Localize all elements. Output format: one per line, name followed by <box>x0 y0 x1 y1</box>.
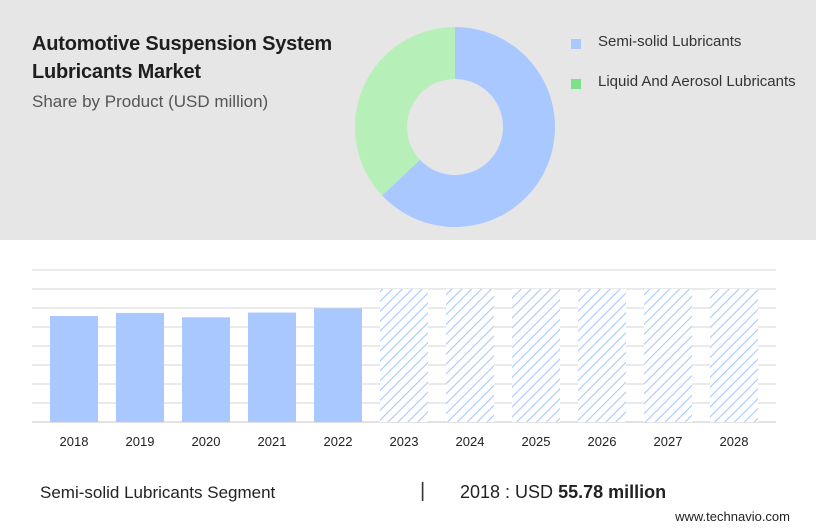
x-tick-label-2023: 2023 <box>390 434 419 449</box>
source-link[interactable]: www.technavio.com <box>675 509 790 524</box>
donut-chart <box>355 26 555 227</box>
legend-swatch-liquid-aerosol <box>571 79 581 89</box>
x-tick-label-2018: 2018 <box>60 434 89 449</box>
bar-2021 <box>248 312 296 422</box>
legend-swatch-semi-solid <box>571 39 581 49</box>
legend: Semi-solid Lubricants Liquid And Aerosol… <box>568 34 798 90</box>
footer-separator: | <box>420 480 426 502</box>
x-tick-label-2022: 2022 <box>324 434 353 449</box>
forecast-bar-2027 <box>644 289 692 422</box>
x-tick-label-2024: 2024 <box>456 434 485 449</box>
segment-value-amount: 55.78 million <box>558 482 667 502</box>
legend-label-semi-solid: Semi-solid Lubricants <box>598 33 742 50</box>
forecast-bar-2026 <box>578 289 626 422</box>
donut-slice-liquid-aerosol <box>355 26 455 196</box>
x-tick-label-2026: 2026 <box>588 434 617 449</box>
forecast-bar-2028 <box>710 289 758 422</box>
x-tick-label-2019: 2019 <box>126 434 155 449</box>
x-tick-label-2027: 2027 <box>654 434 683 449</box>
bar-2018 <box>50 316 98 422</box>
x-tick-label-2021: 2021 <box>258 434 287 449</box>
legend-label-liquid-aerosol: Liquid And Aerosol Lubricants <box>598 73 796 90</box>
x-tick-label-2025: 2025 <box>522 434 551 449</box>
segment-value: 2018 : USD 55.78 million <box>460 482 666 503</box>
x-tick-label-2020: 2020 <box>192 434 221 449</box>
legend-item-semi-solid: Semi-solid Lubricants <box>568 34 798 50</box>
bar-chart: 2018 2019 2020 2021 2022 2023 2024 2025 2026 2027… <box>32 269 776 449</box>
forecast-bar-2024 <box>446 289 494 422</box>
bar-2019 <box>116 312 164 422</box>
forecast-bar-2025 <box>512 289 560 422</box>
x-tick-label-2028: 2028 <box>720 434 749 449</box>
chart-subtitle: Share by Product (USD million) <box>32 92 269 111</box>
legend-item-liquid-aerosol: Liquid And Aerosol Lubricants <box>568 74 798 90</box>
segment-year-label: 2018 : USD <box>460 482 554 502</box>
chart-title: Automotive Suspension System Lubricants … <box>32 33 333 83</box>
bar-2022 <box>314 308 362 422</box>
segment-label: Semi-solid Lubricants Segment <box>40 483 276 502</box>
forecast-bar-2023 <box>380 289 428 422</box>
donut-slice-semi-solid <box>382 27 555 227</box>
bar-2020 <box>182 317 230 422</box>
